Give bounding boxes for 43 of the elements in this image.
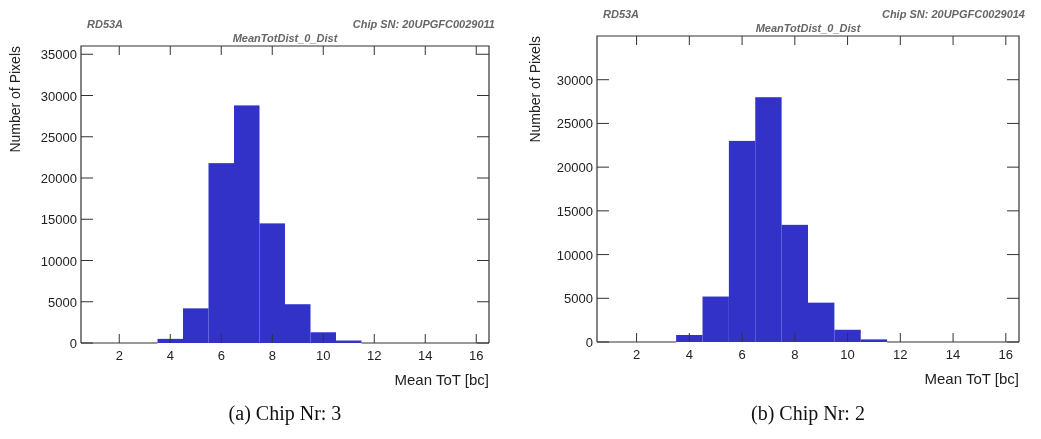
x-tick-label: 10 (840, 347, 855, 362)
text: (b) Chip Nr: 2 (751, 402, 865, 425)
x-tick-label: 16 (469, 348, 484, 363)
text: (a) Chip Nr: 3 (228, 402, 342, 425)
chart-title: MeanTotDist_0_Dist (232, 32, 339, 44)
y-axis-title: Number of Pixels (527, 36, 543, 143)
x-tick-label: 12 (367, 348, 382, 363)
y-tick-label: 20000 (556, 160, 593, 176)
x-tick-label: 2 (115, 348, 123, 363)
x-tick-label: 8 (791, 347, 799, 362)
y-tick-label: 35000 (40, 47, 77, 63)
x-tick-label: 14 (418, 348, 433, 363)
y-tick-label: 15000 (556, 203, 593, 219)
y-tick-label: 10000 (40, 253, 77, 269)
y-tick-label: 5000 (48, 294, 77, 310)
x-tick-label: 2 (632, 347, 641, 362)
x-tick-label: 12 (893, 347, 908, 362)
x-tick-label: 16 (998, 347, 1014, 362)
y-tick-label: 15000 (40, 212, 77, 228)
y-tick-label: 5000 (564, 291, 593, 307)
x-axis-title: Mean ToT [bc] (924, 370, 1019, 387)
text: RD53A (87, 18, 124, 30)
x-tick-label: 6 (738, 347, 746, 362)
y-axis-title: Number of Pixels (7, 46, 23, 153)
x-axis-title: Mean ToT [bc] (394, 371, 489, 388)
y-tick-label: 25000 (40, 129, 77, 145)
x-tick-label: 4 (685, 347, 693, 362)
x-tick-label: 6 (217, 348, 225, 363)
text: Chip SN: 20UPGFC0029014 (881, 8, 1025, 20)
x-tick-label: 8 (268, 348, 276, 363)
y-tick-label: 10000 (556, 247, 593, 263)
text: Chip SN: 20UPGFC0029011 (352, 18, 495, 30)
y-tick-label: 20000 (40, 171, 77, 186)
chart-title: MeanTotDist_0_Dist (755, 22, 862, 34)
y-tick-label: 30000 (556, 72, 593, 88)
y-tick-label: 25000 (556, 116, 593, 132)
y-tick-label: 0 (69, 336, 77, 351)
x-tick-label: 10 (316, 348, 331, 363)
text: RD53A (603, 8, 640, 20)
y-tick-label: 30000 (40, 88, 77, 104)
y-tick-label: 0 (585, 335, 593, 350)
x-tick-label: 4 (166, 348, 174, 363)
x-tick-label: 14 (945, 347, 961, 362)
